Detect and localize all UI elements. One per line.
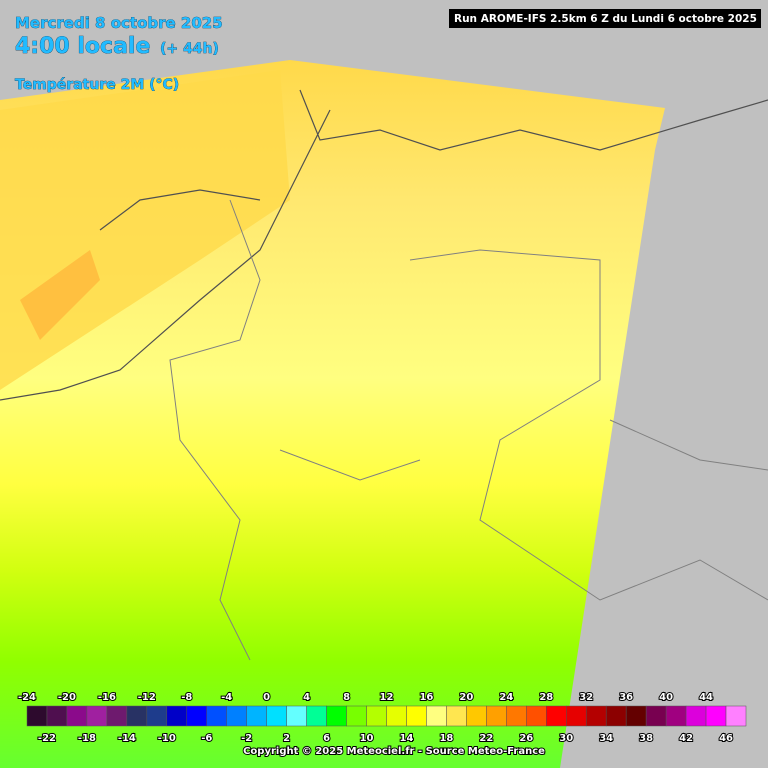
legend-swatch xyxy=(26,705,48,727)
legend-label: 16 xyxy=(419,692,433,703)
warm-patch xyxy=(20,250,100,340)
legend-swatch xyxy=(266,705,287,727)
legend-label: -10 xyxy=(158,733,176,744)
legend-swatch xyxy=(346,705,367,727)
legend-label: 6 xyxy=(323,733,330,744)
legend-swatch xyxy=(126,705,148,727)
legend-label: 4 xyxy=(303,692,310,703)
legend-swatch xyxy=(645,705,667,727)
legend-label: -8 xyxy=(181,692,192,703)
legend-label: 46 xyxy=(719,733,733,744)
legend-label: 10 xyxy=(360,733,374,744)
parameter: Température 2M (°C) xyxy=(15,77,179,93)
legend-swatch xyxy=(46,705,68,727)
legend-swatch xyxy=(566,705,587,727)
legend-label: 22 xyxy=(479,733,493,744)
legend-swatch xyxy=(226,705,247,727)
legend-label: 14 xyxy=(400,733,414,744)
legend-label: 2 xyxy=(283,733,290,744)
legend-label: -18 xyxy=(78,733,96,744)
legend-swatch xyxy=(286,705,307,727)
legend-label: -4 xyxy=(221,692,232,703)
legend-label: 0 xyxy=(263,692,270,703)
legend-swatch xyxy=(186,705,207,727)
legend-label: 44 xyxy=(699,692,713,703)
legend-label: -14 xyxy=(118,733,136,744)
legend-swatch xyxy=(546,705,567,727)
legend-label: -6 xyxy=(201,733,212,744)
legend-label: 38 xyxy=(639,733,653,744)
legend-swatch xyxy=(426,705,447,727)
warm-area xyxy=(0,70,290,390)
legend-swatch xyxy=(506,705,527,727)
legend-label: 30 xyxy=(559,733,573,744)
legend-label: 36 xyxy=(619,692,633,703)
copyright: Copyright © 2025 Meteociel.fr - Source M… xyxy=(243,746,545,757)
borders xyxy=(169,199,768,661)
legend-swatch xyxy=(526,705,547,727)
legend-swatch xyxy=(166,705,188,727)
time: 4:00 locale xyxy=(15,34,150,59)
legend-swatch xyxy=(446,705,467,727)
legend-swatch xyxy=(386,705,407,727)
legend-swatch xyxy=(86,705,108,727)
legend-label: 18 xyxy=(439,733,453,744)
legend-swatch xyxy=(306,705,327,727)
legend-label: 8 xyxy=(343,692,350,703)
legend-swatch xyxy=(146,705,168,727)
legend-swatch xyxy=(66,705,88,727)
coastline xyxy=(0,89,768,401)
legend-swatch xyxy=(625,705,647,727)
legend-swatch xyxy=(406,705,427,727)
legend-label: -2 xyxy=(241,733,252,744)
legend-swatch xyxy=(685,705,707,727)
date: Mercredi 8 octobre 2025 xyxy=(15,14,223,32)
legend-label: 26 xyxy=(519,733,533,744)
legend-label: -16 xyxy=(98,692,116,703)
legend-label: 40 xyxy=(659,692,673,703)
legend-label: 34 xyxy=(599,733,613,744)
legend-label: -24 xyxy=(18,692,36,703)
legend-swatch xyxy=(725,705,747,727)
legend-label: 20 xyxy=(459,692,473,703)
run-box xyxy=(449,9,761,28)
legend-swatch xyxy=(326,705,347,727)
legend-label: -20 xyxy=(58,692,76,703)
legend-swatch xyxy=(466,705,487,727)
legend-swatch xyxy=(705,705,727,727)
legend-swatch xyxy=(366,705,387,727)
legend-swatch xyxy=(605,705,627,727)
legend-swatch xyxy=(665,705,687,727)
legend-label: 24 xyxy=(499,692,513,703)
legend-swatch xyxy=(106,705,128,727)
legend-swatch xyxy=(246,705,267,727)
legend-swatch xyxy=(206,705,227,727)
run-info: Run AROME-IFS 2.5km 6 Z du Lundi 6 octob… xyxy=(454,13,757,25)
legend-label: 32 xyxy=(579,692,593,703)
lead-time: (+ 44h) xyxy=(160,41,219,57)
legend-label: 42 xyxy=(679,733,693,744)
legend-swatch xyxy=(585,705,607,727)
legend-label: -22 xyxy=(38,733,56,744)
legend-label: 12 xyxy=(380,692,394,703)
legend-label: -12 xyxy=(138,692,156,703)
legend-label: 28 xyxy=(539,692,553,703)
legend-swatch xyxy=(486,705,507,727)
